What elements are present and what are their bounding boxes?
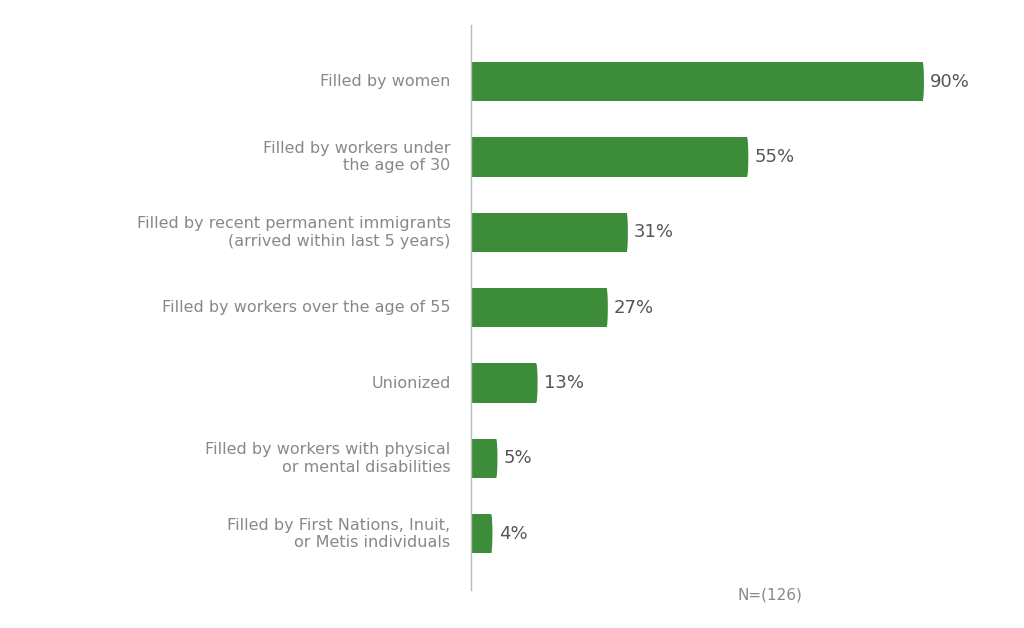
Bar	[471, 514, 492, 553]
Text: Filled by women: Filled by women	[321, 74, 451, 89]
Text: 5%: 5%	[504, 450, 532, 467]
Text: Filled by workers under
the age of 30: Filled by workers under the age of 30	[263, 141, 451, 173]
Circle shape	[489, 514, 493, 553]
Circle shape	[535, 364, 538, 403]
Text: 27%: 27%	[614, 299, 654, 317]
Text: 90%: 90%	[930, 73, 970, 90]
Text: 13%: 13%	[544, 374, 584, 392]
Circle shape	[626, 213, 628, 252]
Circle shape	[922, 62, 924, 101]
Text: Filled by recent permanent immigrants
(arrived within last 5 years): Filled by recent permanent immigrants (a…	[136, 216, 451, 249]
Text: Filled by workers with physical
or mental disabilities: Filled by workers with physical or menta…	[205, 442, 451, 475]
Text: N=(126): N=(126)	[737, 588, 802, 603]
Circle shape	[745, 138, 749, 176]
Text: Filled by workers over the age of 55: Filled by workers over the age of 55	[162, 300, 451, 315]
Bar	[471, 213, 627, 252]
Bar	[471, 288, 606, 327]
Circle shape	[495, 439, 498, 478]
Bar	[471, 364, 537, 403]
Text: Unionized: Unionized	[371, 376, 451, 391]
Text: 55%: 55%	[755, 148, 795, 166]
Text: 31%: 31%	[634, 224, 674, 241]
Circle shape	[605, 288, 608, 327]
Bar	[471, 62, 923, 101]
Bar	[471, 138, 748, 176]
Text: 4%: 4%	[499, 525, 527, 543]
Bar	[471, 439, 497, 478]
Text: Filled by First Nations, Inuit,
or Metis individuals: Filled by First Nations, Inuit, or Metis…	[227, 517, 451, 550]
